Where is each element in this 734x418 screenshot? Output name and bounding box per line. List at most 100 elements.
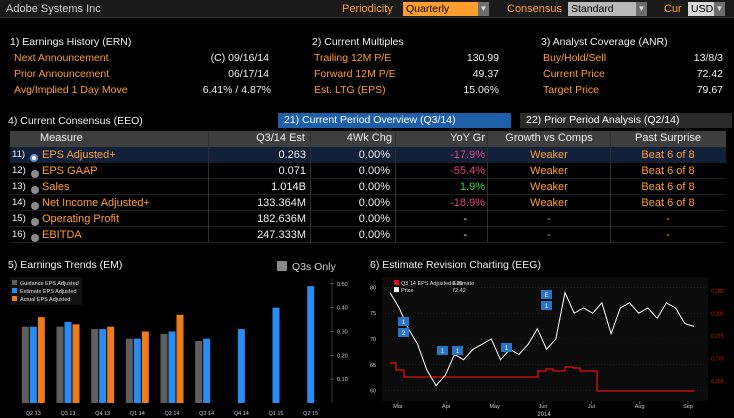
- row-radio[interactable]: [31, 215, 39, 231]
- currency-chevron-down-icon[interactable]: ▼: [714, 2, 725, 16]
- table-row[interactable]: 12) EPS GAAP 0.071 0.00% -55.4% Weaker B…: [10, 163, 726, 179]
- currency-select[interactable]: USD: [688, 2, 714, 16]
- buy-hold-sell-row: Buy/Hold/Sell 13/8/3: [543, 52, 723, 64]
- y-tick-label: 80: [370, 285, 376, 291]
- bar: [107, 326, 115, 403]
- event-marker[interactable]: 1: [437, 346, 448, 355]
- q3-only-checkbox[interactable]: [277, 261, 287, 271]
- table-row[interactable]: 13) Sales 1.014B 0.00% 1.9% Weaker Beat …: [10, 179, 726, 195]
- earnings-history-title[interactable]: 1) Earnings History (ERN): [10, 36, 132, 48]
- row-radio[interactable]: [31, 167, 39, 183]
- col-past-surprise[interactable]: Past Surprise: [634, 132, 702, 144]
- event-marker[interactable]: E: [541, 290, 552, 299]
- x-tick-label: Apr: [442, 404, 451, 410]
- bar: [56, 326, 64, 403]
- x-tick-label: Jul: [588, 404, 595, 410]
- x-tick-label: Q3 13: [61, 411, 76, 417]
- legend-estimate-swatch: [12, 288, 17, 293]
- col-yoy-gr[interactable]: YoY Gr: [450, 132, 485, 144]
- col-measure[interactable]: Measure: [40, 132, 83, 144]
- bar: [21, 326, 29, 403]
- column-divider: [487, 131, 488, 243]
- bar: [133, 338, 141, 403]
- bar: [160, 333, 168, 403]
- legend-actual-label: Actual EPS Adjusted: [20, 297, 70, 303]
- x-tick-label: Q1 15: [269, 411, 284, 417]
- row-radio[interactable]: [31, 231, 39, 247]
- periodicity-chevron-down-icon[interactable]: ▼: [478, 2, 489, 16]
- event-marker[interactable]: 2: [398, 328, 409, 337]
- x-tick-label: Q2 13: [26, 411, 41, 417]
- bar: [72, 324, 80, 403]
- svg-text:2: 2: [402, 331, 406, 337]
- bar: [272, 307, 280, 403]
- revision-charting-title[interactable]: 6) Estimate Revision Charting (EEG): [370, 259, 541, 271]
- table-row[interactable]: 14) Net Income Adjusted+ 133.364M 0.00% …: [10, 195, 726, 211]
- current-multiples-title[interactable]: 2) Current Multiples: [312, 36, 404, 48]
- tab-prior-period-analysis[interactable]: 22) Prior Period Analysis (Q2/14): [520, 113, 732, 128]
- table-row[interactable]: 16) EBITDA 247.333M 0.00% - - -: [10, 227, 726, 243]
- earnings-trends-title[interactable]: 5) Earnings Trends (EM): [8, 259, 123, 271]
- event-marker[interactable]: 1: [501, 343, 512, 352]
- earnings-trends-svg: Guidance EPS Adjusted Estimate EPS Adjus…: [6, 275, 364, 418]
- y-tick-label: 0.10: [337, 377, 348, 383]
- y2-tick-label: 0.270: [711, 357, 724, 363]
- consensus-select[interactable]: Standard: [568, 2, 636, 16]
- svg-text:1: 1: [505, 346, 509, 352]
- y2-tick-label: 0.285: [711, 289, 724, 295]
- x-tick-label: Q1 14: [130, 411, 145, 417]
- x-tick-label: Aug: [635, 404, 645, 410]
- bar: [64, 321, 72, 403]
- row-radio[interactable]: [31, 199, 39, 215]
- row-radio[interactable]: [31, 183, 39, 199]
- legend-guidance-label: Guidance EPS Adjusted: [20, 281, 79, 287]
- x-tick-label: Q2 14: [165, 411, 180, 417]
- bar: [176, 314, 184, 403]
- y2-tick-label: 0.275: [711, 334, 724, 340]
- periodicity-label: Periodicity: [342, 3, 393, 15]
- column-divider: [208, 131, 209, 243]
- current-consensus-title[interactable]: 4) Current Consensus (EEO): [8, 115, 143, 127]
- avg-implied-move-row: Avg/Implied 1 Day Move 6.41% / 4.87%: [14, 84, 271, 96]
- y-tick-label: 0.40: [337, 306, 348, 312]
- legend-estimate-swatch: [394, 280, 399, 285]
- event-marker[interactable]: 1: [452, 346, 463, 355]
- col-estimate[interactable]: Q3/14 Est: [256, 132, 305, 144]
- header-bar: Adobe Systems Inc Periodicity Quarterly …: [0, 0, 734, 18]
- prior-announcement-row: Prior Announcement 06/17/14: [14, 68, 269, 80]
- col-growth-vs-comps[interactable]: Growth vs Comps: [505, 132, 593, 144]
- bar: [91, 329, 99, 403]
- analyst-coverage-title[interactable]: 3) Analyst Coverage (ANR): [541, 36, 668, 48]
- row-radio[interactable]: [30, 151, 38, 167]
- column-divider: [310, 131, 311, 243]
- tab-current-period-overview[interactable]: 21) Current Period Overview (Q3/14): [278, 113, 511, 128]
- y-tick-label: 75: [370, 311, 376, 317]
- bar: [29, 326, 37, 403]
- legend-price-value: 72.42: [452, 288, 466, 294]
- x-tick-label: Mar: [393, 404, 403, 410]
- periodicity-select[interactable]: Quarterly: [403, 2, 478, 16]
- currency-label: Cur: [664, 3, 682, 15]
- event-marker[interactable]: 1: [541, 301, 552, 310]
- y2-tick-label: 0.280: [711, 312, 724, 318]
- legend-price-swatch: [394, 287, 399, 292]
- legend-guidance-swatch: [12, 280, 17, 285]
- svg-text:E: E: [544, 293, 548, 299]
- consensus-chevron-down-icon[interactable]: ▼: [636, 2, 647, 16]
- x-tick-label: Q4 13: [95, 411, 110, 417]
- bar: [125, 338, 133, 403]
- forward-pe-row: Forward 12M P/E 49.37: [314, 68, 499, 80]
- y-tick-label: 0.50: [337, 282, 348, 288]
- bar: [237, 329, 245, 403]
- legend-actual-swatch: [12, 296, 17, 301]
- event-marker[interactable]: 1: [398, 317, 409, 326]
- table-row[interactable]: 15) Operating Profit 182.636M 0.00% - - …: [10, 211, 726, 227]
- col-4wk-chg[interactable]: 4Wk Chg: [346, 132, 392, 144]
- table-header: Measure Q3/14 Est 4Wk Chg YoY Gr Growth …: [10, 131, 726, 147]
- x-tick-label: Q4 14: [234, 411, 249, 417]
- bar: [37, 317, 45, 403]
- bar: [307, 286, 315, 403]
- price-series-line: [389, 290, 695, 387]
- y2-tick-label: 0.265: [711, 379, 724, 385]
- table-row[interactable]: 11) EPS Adjusted+ 0.263 0.00% -17.9% Wea…: [10, 147, 726, 163]
